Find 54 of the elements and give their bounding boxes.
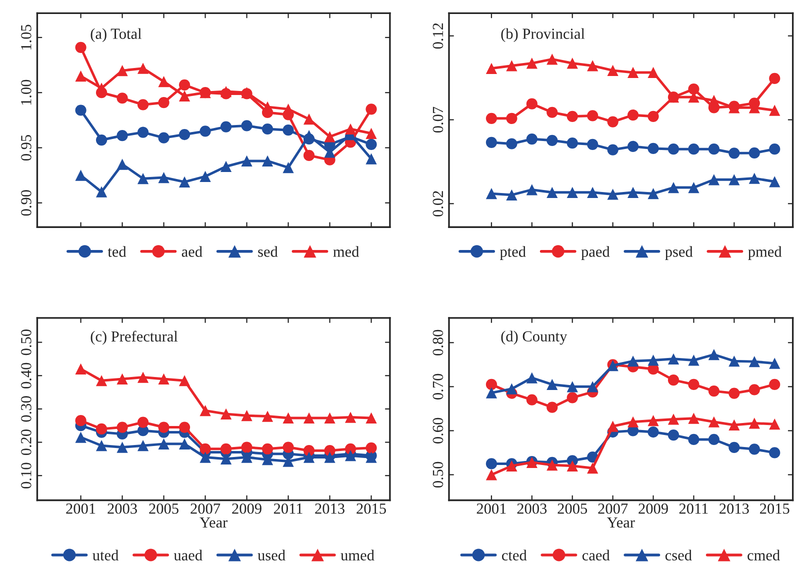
- y-tick-label: 0.60: [432, 418, 444, 444]
- y-tick-label: 0.40: [21, 362, 32, 388]
- y-tick-label: 0.12: [432, 23, 444, 49]
- y-tick-label: 0.80: [432, 330, 444, 356]
- x-tick-label: 2011: [679, 503, 708, 514]
- legend-label: used: [258, 550, 286, 560]
- x-tick-label: 2015: [760, 503, 790, 514]
- x-tick-label: 2001: [476, 503, 506, 514]
- legend-label: med: [333, 246, 360, 257]
- legend-label: uaed: [174, 550, 202, 560]
- y-tick-label: 0.20: [21, 429, 32, 456]
- x-axis-title: Year: [607, 517, 635, 528]
- legend-label: cmed: [748, 550, 780, 560]
- y-tick-label: 0.02: [432, 191, 444, 216]
- x-tick-label: 2011: [274, 503, 302, 514]
- legend-label: cted: [502, 550, 527, 560]
- x-tick-label: 2015: [356, 503, 386, 514]
- text: (d) County: [501, 330, 568, 345]
- legend-label: sed: [258, 246, 278, 257]
- legend-label: caed: [582, 550, 610, 560]
- y-tick-label: 0.30: [21, 396, 32, 422]
- x-tick-label: 2009: [232, 503, 262, 514]
- x-tick-label: 2013: [315, 503, 344, 514]
- y-tick-label: 0.50: [432, 462, 444, 488]
- legend-label: csed: [665, 550, 692, 560]
- y-tick-label: 0.70: [432, 374, 444, 400]
- x-tick-label: 2005: [149, 503, 178, 514]
- text: (b) Provincial: [501, 28, 585, 42]
- legend-label: ted: [108, 246, 126, 257]
- x-tick-label: 2001: [66, 503, 96, 514]
- legend-label: umed: [340, 550, 374, 560]
- legend-label: paed: [581, 246, 610, 260]
- x-tick-label: 2007: [598, 503, 628, 514]
- y-tick-label: 0.95: [21, 134, 32, 161]
- legend-label: uted: [92, 550, 119, 560]
- y-tick-label: 0.50: [21, 330, 32, 356]
- x-tick-label: 2009: [638, 503, 668, 514]
- x-tick-label: 2005: [558, 503, 588, 514]
- legend-label: pmed: [748, 246, 782, 260]
- text: (c) Prefectural: [90, 330, 178, 345]
- legend-label: psed: [665, 246, 693, 260]
- y-tick-label: 1.05: [21, 24, 32, 50]
- x-tick-label: 2013: [720, 503, 749, 514]
- x-axis-title: Year: [200, 517, 228, 528]
- y-tick-label: 1.00: [21, 80, 32, 105]
- x-tick-label: 2007: [190, 503, 220, 514]
- y-tick-label: 0.90: [21, 190, 32, 216]
- legend-label: aed: [182, 246, 202, 257]
- y-tick-label: 0.07: [432, 106, 444, 133]
- text: (a) Total: [90, 28, 142, 42]
- y-tick-label: 0.10: [21, 462, 32, 488]
- x-tick-label: 2003: [517, 503, 547, 514]
- legend-label: pted: [500, 246, 526, 260]
- x-tick-label: 2003: [108, 503, 137, 514]
